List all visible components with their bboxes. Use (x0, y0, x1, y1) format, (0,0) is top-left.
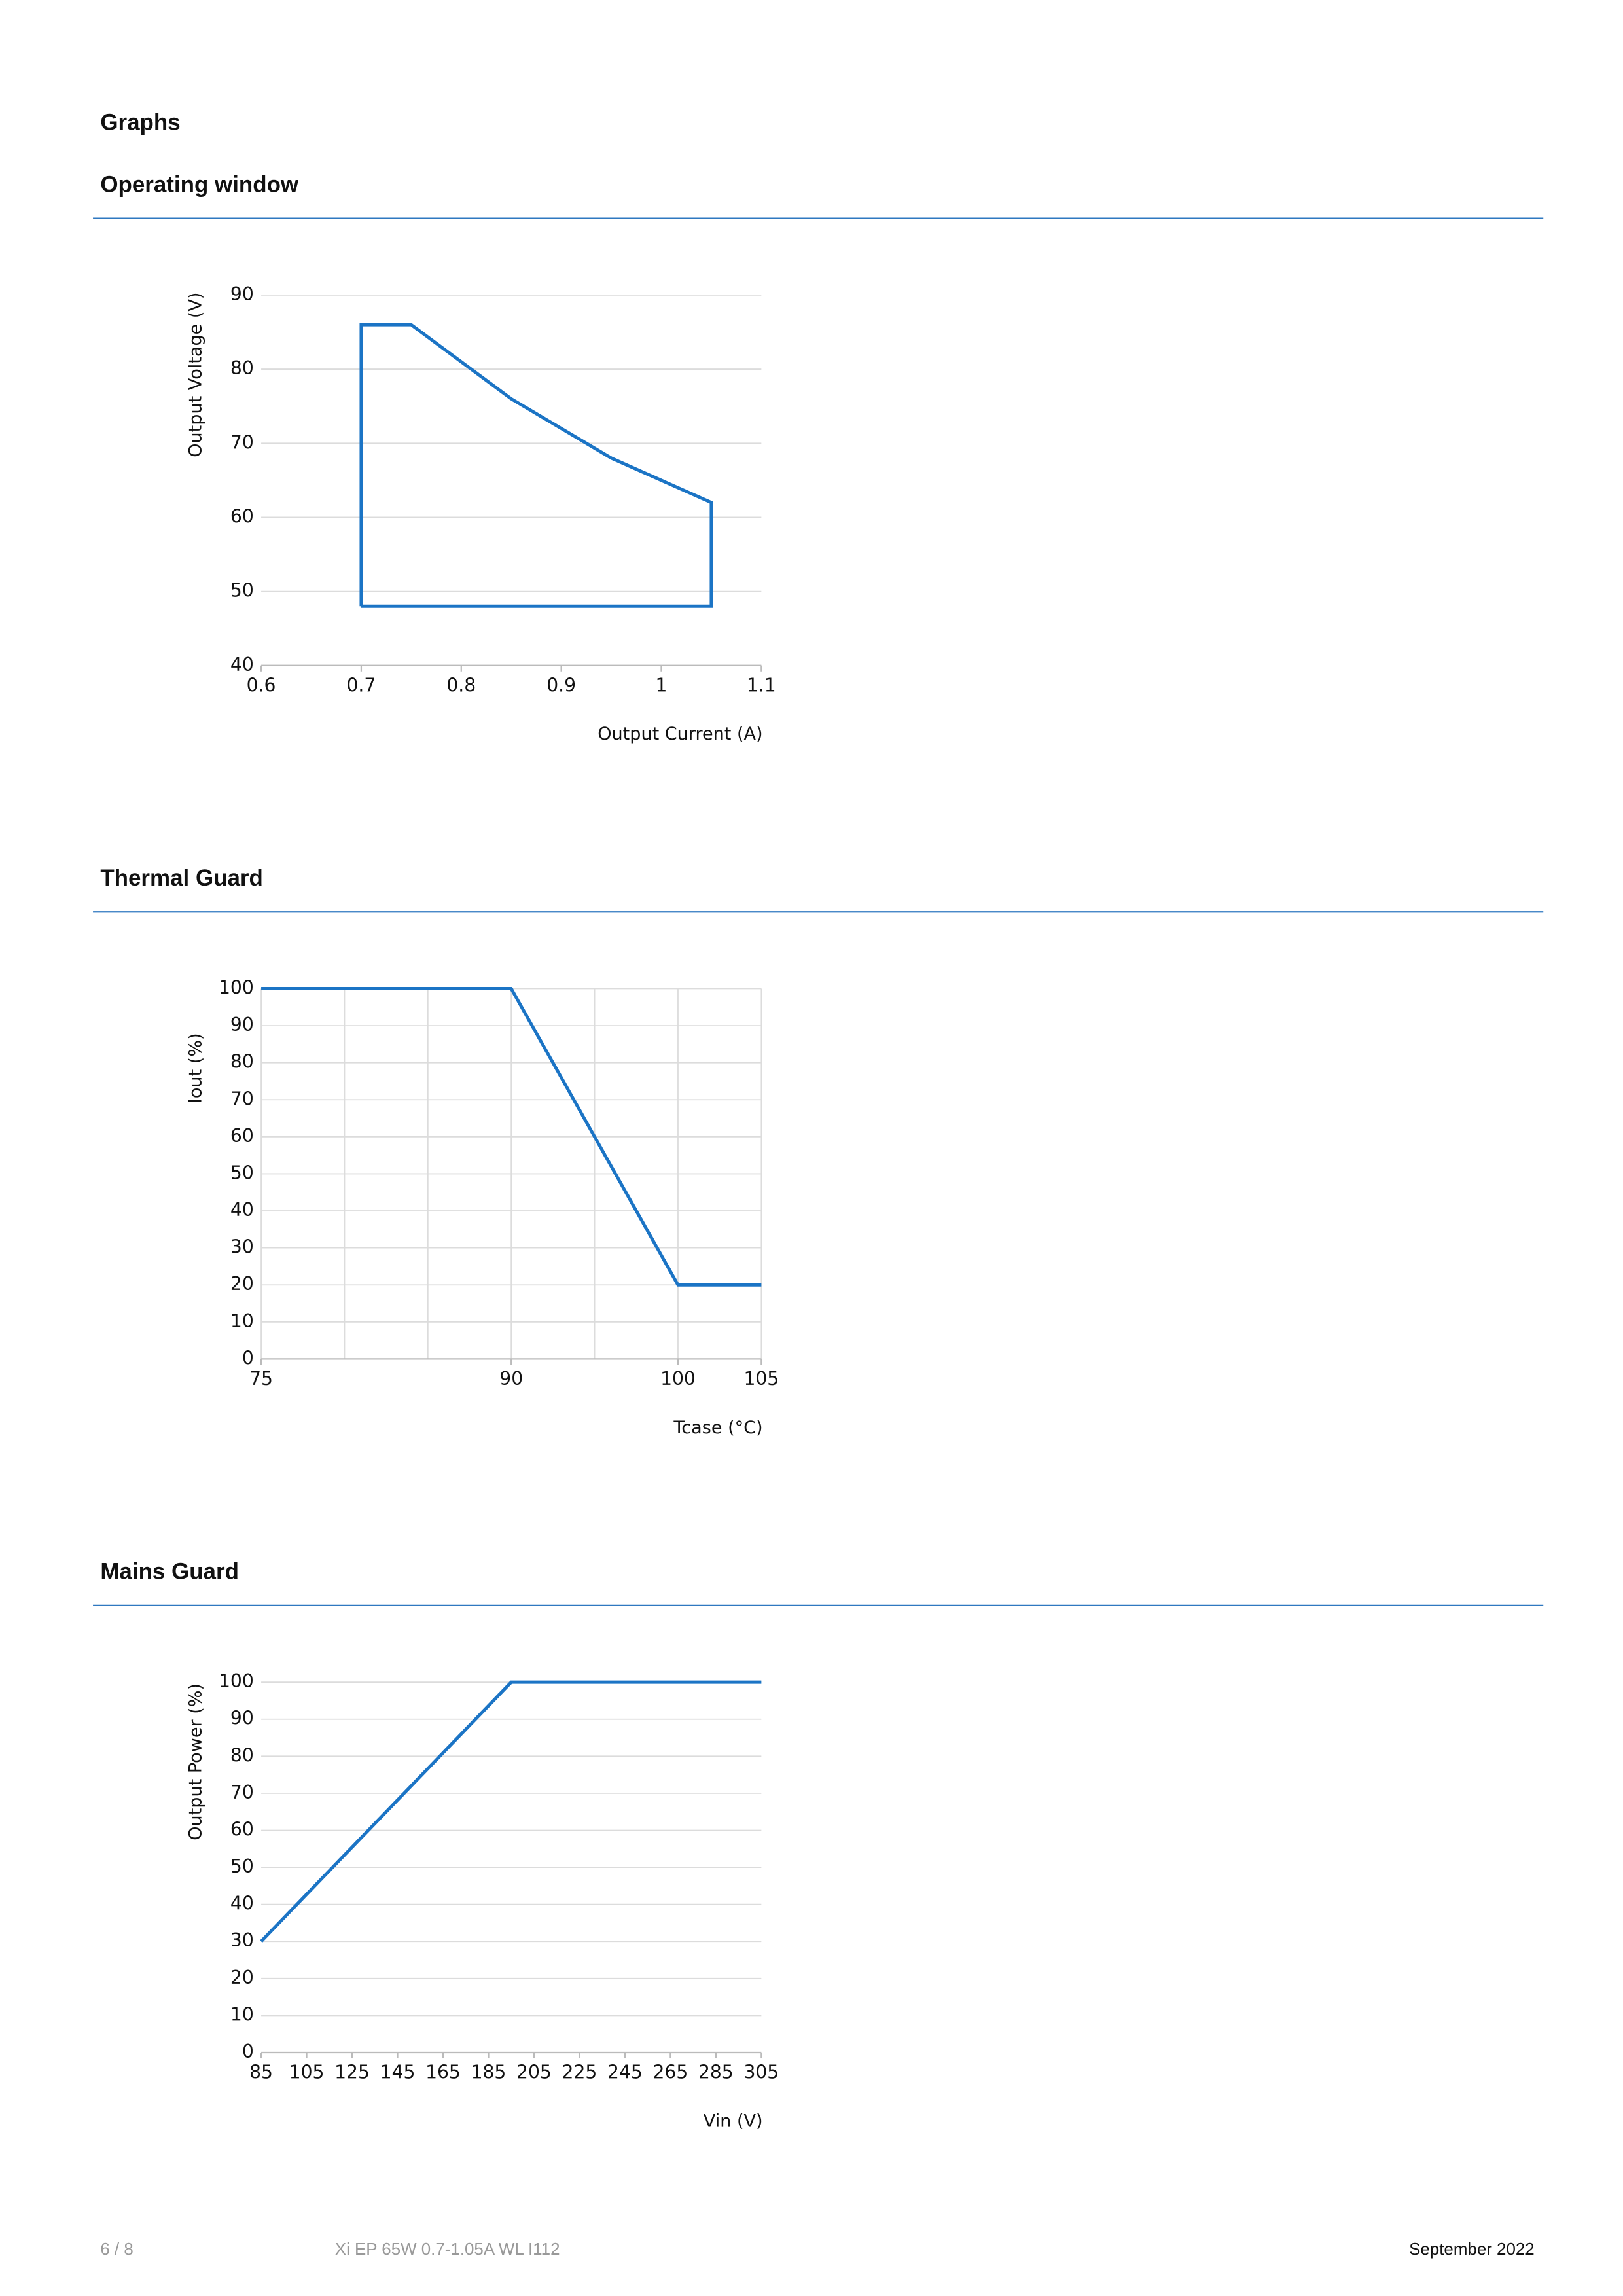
data-line (261, 987, 762, 1287)
y-tick-label: 90 (230, 1708, 254, 1729)
x-tick-label: 75 (249, 1368, 273, 1390)
y-tick-label: 0 (242, 1347, 254, 1369)
y-tick-label: 40 (230, 654, 254, 675)
x-tick-label: 0.7 (347, 674, 376, 696)
x-tick-label: 1 (656, 674, 668, 696)
y-tick-label: 70 (230, 1782, 254, 1803)
x-tick-label: 205 (516, 2062, 552, 2083)
x-tick-label: 125 (334, 2062, 370, 2083)
x-tick-label: 185 (471, 2062, 507, 2083)
y-tick-label: 40 (230, 1199, 254, 1221)
x-tick-label: 305 (743, 2062, 779, 2083)
y-tick-label: 0 (242, 2041, 254, 2062)
section-title: Mains Guard (100, 1559, 239, 1585)
date: September 2022 (1409, 2240, 1535, 2259)
data-line (359, 323, 713, 608)
y-tick-label: 80 (230, 357, 254, 379)
y-tick-label: 60 (230, 1818, 254, 1840)
y-tick-label: 90 (230, 283, 254, 305)
x-tick-label: 100 (660, 1368, 696, 1390)
y-tick-label: 90 (230, 1014, 254, 1035)
x-tick-label: 1.1 (747, 674, 776, 696)
x-tick-label: 0.9 (546, 674, 576, 696)
y-tick-label: 20 (230, 1273, 254, 1295)
x-tick-label: 165 (425, 2062, 461, 2083)
x-tick-label: 85 (249, 2062, 273, 2083)
x-axis-label: Tcase (°C) (673, 1418, 762, 1438)
x-tick-label: 105 (289, 2062, 325, 2083)
product-name: Xi EP 65W 0.7-1.05A WL I112 (335, 2240, 560, 2259)
y-tick-label: 50 (230, 580, 254, 601)
section-title: Operating window (100, 171, 299, 197)
y-axis-label: Output Voltage (V) (185, 293, 205, 457)
x-tick-label: 105 (743, 1368, 779, 1390)
y-tick-label: 10 (230, 2003, 254, 2025)
x-tick-label: 90 (499, 1368, 523, 1390)
y-tick-label: 40 (230, 1893, 254, 1914)
x-axis-label: Output Current (A) (597, 724, 762, 744)
y-tick-label: 80 (230, 1744, 254, 1766)
y-tick-label: 10 (230, 1310, 254, 1332)
y-tick-label: 50 (230, 1162, 254, 1183)
x-tick-label: 245 (607, 2062, 643, 2083)
x-tick-label: 225 (562, 2062, 597, 2083)
x-axis-label: Vin (V) (704, 2111, 763, 2131)
y-tick-label: 100 (219, 977, 254, 999)
y-tick-label: 30 (230, 1236, 254, 1258)
y-axis-label: Output Power (%) (185, 1683, 205, 1840)
y-tick-label: 60 (230, 1125, 254, 1147)
x-tick-label: 285 (698, 2062, 734, 2083)
x-tick-label: 145 (380, 2062, 416, 2083)
y-tick-label: 70 (230, 431, 254, 453)
data-line (260, 1680, 762, 1943)
y-axis-label: Iout (%) (185, 1033, 205, 1103)
y-tick-label: 60 (230, 505, 254, 527)
x-tick-label: 0.6 (247, 674, 276, 696)
y-tick-label: 80 (230, 1051, 254, 1073)
page-heading: Graphs (100, 110, 180, 135)
x-tick-label: 0.8 (446, 674, 476, 696)
y-tick-label: 30 (230, 1929, 254, 1951)
y-tick-label: 20 (230, 1967, 254, 1988)
x-tick-label: 265 (652, 2062, 688, 2083)
y-tick-label: 50 (230, 1856, 254, 1877)
y-tick-label: 100 (219, 1670, 254, 1692)
page-number: 6 / 8 (100, 2240, 133, 2259)
section-title: Thermal Guard (100, 865, 263, 891)
y-tick-label: 70 (230, 1088, 254, 1109)
